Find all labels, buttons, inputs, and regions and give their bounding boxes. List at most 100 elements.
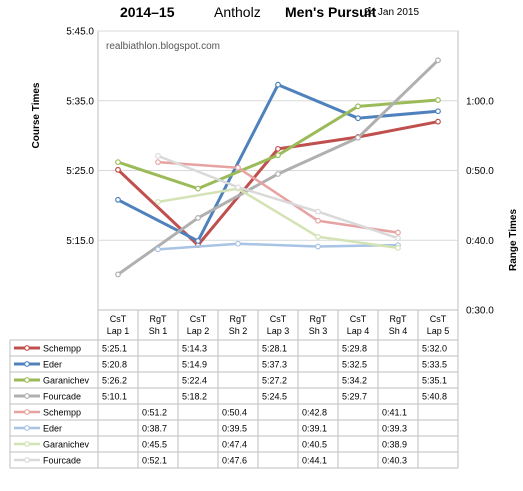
data-point-fourcade-left	[275, 171, 281, 177]
venue-title: Antholz	[214, 4, 261, 20]
data-label: 0:41.1	[382, 408, 407, 418]
legend-entry: Fourcade	[43, 456, 81, 466]
data-point-eder-right	[315, 243, 321, 250]
data-label: 0:39.5	[222, 424, 247, 434]
category-label-top: RgT	[229, 314, 247, 324]
legend-entry: Garanichev	[43, 440, 90, 450]
legend-entry: Eder	[43, 424, 62, 434]
right-axis-title: Range Times	[508, 209, 519, 271]
series-line-eder-right	[157, 242, 399, 251]
series-line-garanichev-right	[157, 187, 399, 250]
data-label: 5:14.3	[182, 344, 207, 354]
legend-key-marker	[24, 345, 30, 351]
data-point-eder-left	[115, 196, 121, 203]
data-point-schempp-right	[235, 164, 241, 171]
data-label: 0:45.5	[142, 440, 167, 450]
left-tick-label: 5:45.0	[66, 27, 94, 38]
data-point-garanichev-right	[395, 245, 401, 251]
data-label: 5:35.1	[422, 376, 447, 386]
right-tick-label: 1:00.0	[466, 96, 494, 107]
legend-key-marker	[24, 393, 30, 399]
season-title: 2014–15	[120, 4, 175, 20]
left-tick-label: 5:15.0	[66, 236, 94, 247]
chart-header: 2014–15 Antholz Men's Pursuit 24 Jan 201…	[0, 4, 523, 26]
data-label: 5:22.4	[182, 376, 207, 386]
legend-key-marker	[24, 441, 30, 447]
data-label: 5:29.7	[342, 392, 367, 402]
data-point-schempp-left	[275, 145, 281, 152]
data-label: 5:29.8	[342, 344, 367, 354]
data-point-fourcade-left	[355, 134, 361, 141]
data-point-garanichev-left	[115, 159, 121, 166]
data-label: 5:37.3	[262, 360, 287, 370]
right-tick-label: 0:30.0	[466, 306, 494, 317]
data-label: 5:27.2	[262, 376, 287, 386]
data-label: 5:32.0	[422, 344, 447, 354]
legend-key-marker	[24, 361, 30, 367]
data-label: 0:38.7	[142, 424, 167, 434]
left-tick-label: 5:25.0	[66, 166, 94, 177]
data-point-garanichev-left	[435, 97, 441, 103]
data-point-fourcade-right	[315, 208, 321, 215]
data-label: 0:52.1	[142, 456, 167, 466]
right-tick-label: 0:50.0	[466, 166, 494, 177]
data-label: 5:40.8	[422, 392, 447, 402]
legend-key-marker	[24, 409, 30, 415]
data-label: 0:39.1	[302, 424, 327, 434]
data-point-fourcade-left	[435, 57, 441, 64]
data-point-fourcade-left	[195, 215, 201, 221]
data-point-eder-left	[195, 238, 201, 244]
data-label: 5:24.5	[262, 392, 287, 402]
data-point-fourcade-right	[235, 184, 241, 191]
data-label: 5:25.1	[102, 344, 127, 354]
data-label: 0:44.1	[302, 456, 327, 466]
legend-key-marker	[24, 457, 30, 463]
data-point-schempp-right	[395, 229, 401, 236]
category-label-bottom: Sh 1	[149, 326, 168, 336]
category-label-bottom: Sh 4	[389, 326, 408, 336]
data-point-garanichev-left	[275, 152, 281, 159]
legend-key-marker	[24, 377, 30, 383]
legend-entry: Fourcade	[43, 392, 81, 402]
data-point-garanichev-left	[195, 185, 201, 192]
data-point-eder-left	[435, 108, 441, 115]
category-label-top: RgT	[309, 314, 327, 324]
category-label-bottom: Lap 1	[107, 326, 130, 336]
category-label-top: RgT	[149, 314, 167, 324]
data-label: 0:51.2	[142, 408, 167, 418]
race-date: 24 Jan 2015	[364, 7, 420, 18]
data-point-schempp-left	[435, 118, 441, 125]
legend-entry: Garanichev	[43, 376, 90, 386]
series-line-schempp-right	[157, 160, 399, 234]
data-point-eder-right	[235, 240, 241, 247]
data-label: 5:20.8	[102, 360, 127, 370]
series-line-fourcade-right	[157, 154, 399, 240]
category-label-bottom: Lap 4	[347, 326, 370, 336]
data-point-fourcade-right	[395, 235, 401, 242]
data-label: 5:33.5	[422, 360, 447, 370]
data-label: 5:26.2	[102, 376, 127, 386]
data-label: 0:38.9	[382, 440, 407, 450]
category-label-top: CsT	[270, 314, 287, 324]
left-tick-label: 5:35.0	[66, 96, 94, 107]
data-label: 5:28.1	[262, 344, 287, 354]
data-label: 5:34.2	[342, 376, 367, 386]
data-point-garanichev-right	[155, 198, 161, 205]
data-point-schempp-right	[315, 217, 321, 224]
category-label-top: CsT	[110, 314, 127, 324]
data-label: 5:14.9	[182, 360, 207, 370]
data-label: 0:40.3	[382, 456, 407, 466]
category-label-top: RgT	[389, 314, 407, 324]
left-axis-title: Course Times	[31, 82, 42, 148]
data-point-schempp-right	[155, 159, 161, 166]
legend-entry: Eder	[43, 360, 62, 370]
category-label-top: CsT	[350, 314, 367, 324]
data-label: 5:32.5	[342, 360, 367, 370]
data-label: 0:50.4	[222, 408, 247, 418]
data-point-eder-left	[355, 115, 361, 122]
data-point-garanichev-right	[315, 233, 321, 240]
right-tick-label: 0:40.0	[466, 236, 494, 247]
data-point-eder-right	[155, 246, 161, 253]
legend-entry: Schempp	[43, 344, 81, 354]
data-point-fourcade-right	[155, 152, 161, 159]
